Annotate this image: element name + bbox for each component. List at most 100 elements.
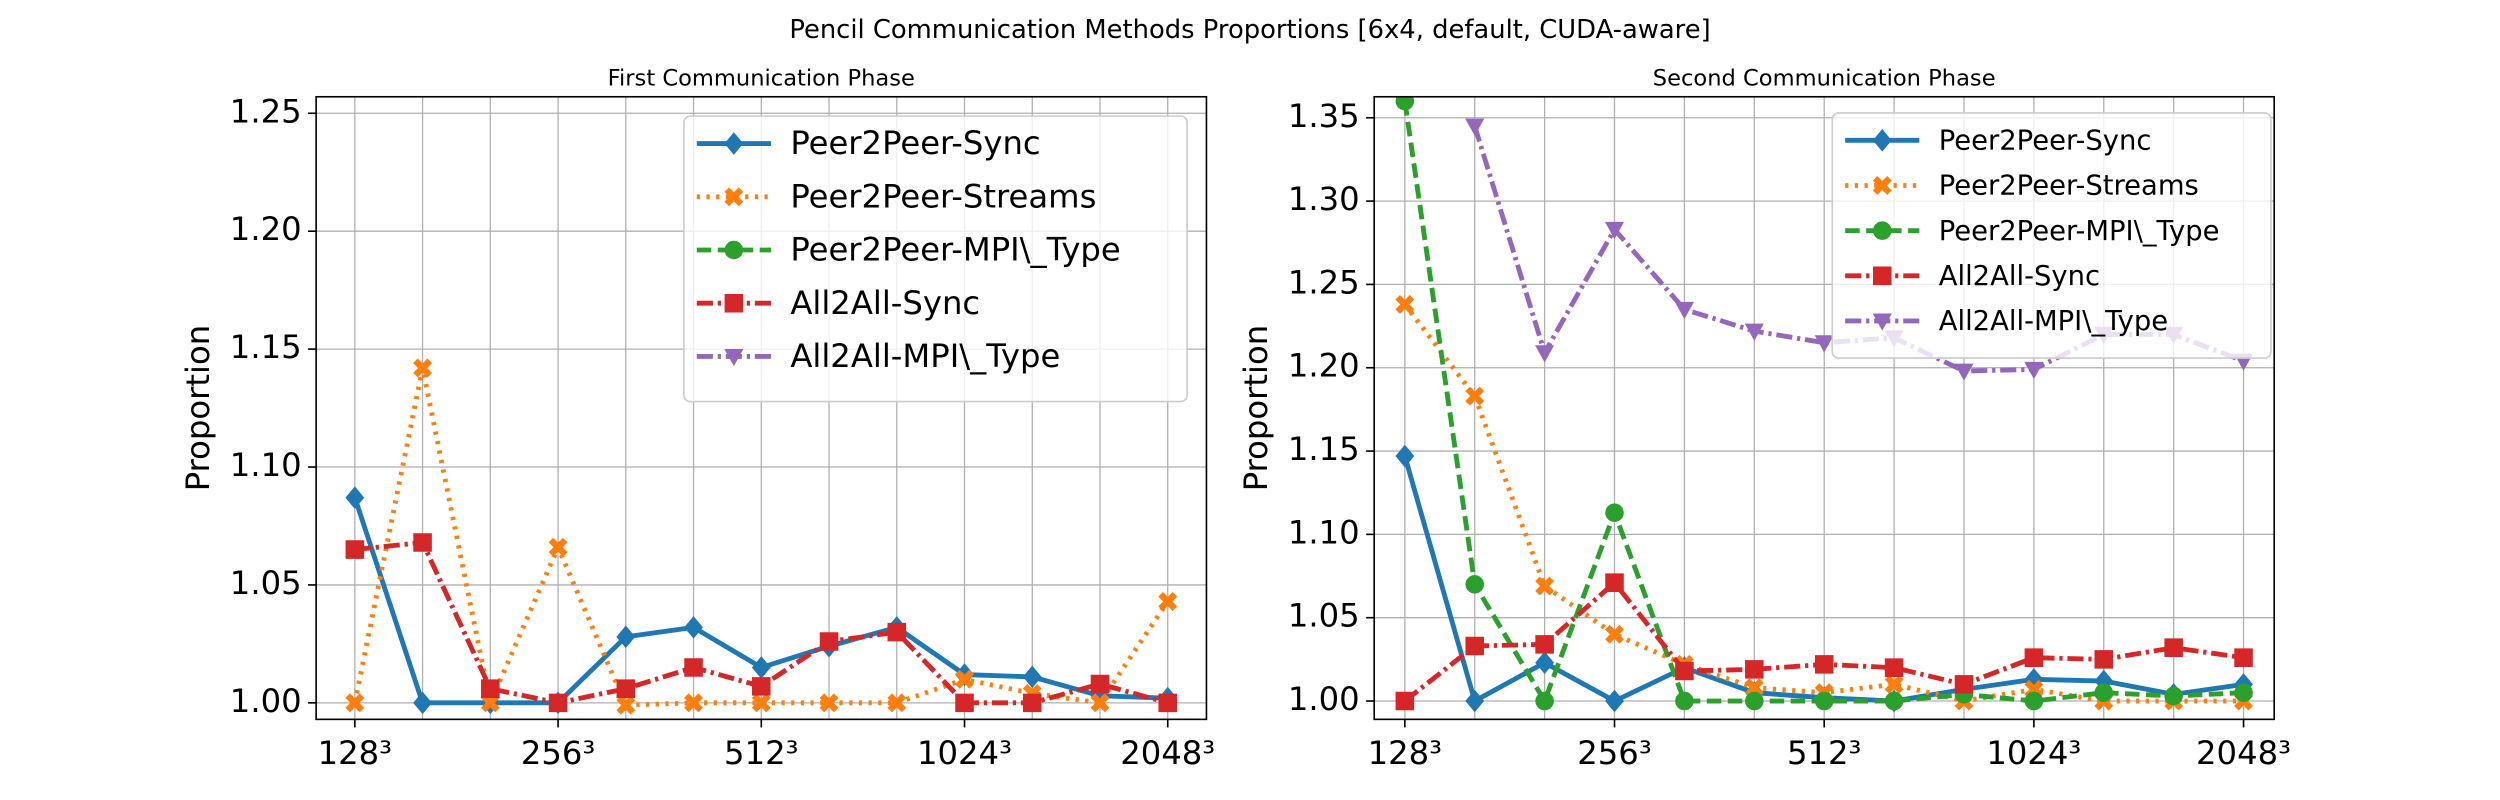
y-tick-label: 1.00 [230,682,302,720]
y-tick-label: 1.20 [230,210,302,248]
x-tick-label: 256³ [1577,734,1651,772]
marker [1090,674,1110,694]
marker [345,693,365,713]
marker [616,695,636,715]
marker [1395,294,1415,314]
marker [1022,665,1042,689]
figure-title: Pencil Communication Methods Proportions… [789,15,1710,45]
marker [1744,678,1764,698]
marker [1535,576,1555,596]
y-tick-label: 1.25 [230,92,302,130]
y-tick-label: 1.25 [1288,263,1360,301]
marker [413,533,432,552]
marker [2234,683,2253,702]
marker [1090,693,1110,713]
marker [724,132,744,155]
marker [1604,221,1625,240]
x-tick-label: 128³ [1368,734,1442,772]
marker [1535,651,1555,674]
x-tick-label: 256³ [521,734,595,772]
marker [1675,691,1694,711]
marker [1872,221,1892,240]
axes-frame [315,95,1208,721]
legend-label: Peer2Peer-Sync [790,124,1040,162]
marker [1744,323,1764,341]
y-tick-label: 1.35 [1288,97,1360,135]
marker [887,622,907,642]
marker [1395,691,1415,711]
marker [1954,675,1974,694]
legend-label: Peer2Peer-Sync [1939,125,2152,156]
marker [548,537,568,557]
legend-label: Peer2Peer-MPI\_Type [790,231,1120,269]
legend-label: Peer2Peer-MPI\_Type [1939,216,2220,247]
subplot-title: Second Communication Phase [1653,66,1996,92]
marker [2094,650,2114,669]
y-tick-label: 1.30 [1288,180,1360,218]
marker [1395,444,1415,468]
marker [2164,686,2183,706]
legend-label: All2All-MPI\_Type [1939,306,2168,337]
y-tick-label: 1.10 [1288,513,1360,551]
marker [1674,301,1694,320]
subplot: First Communication Phase Proportion 1.00 1… [179,66,1215,772]
marker [752,677,771,696]
marker [345,540,365,559]
marker [2024,691,2044,711]
axes-frame [1373,95,2275,721]
legend-label: Peer2Peer-Streams [790,177,1096,215]
marker [887,693,907,713]
marker [1605,689,1624,713]
marker [1465,386,1485,406]
marker [413,358,433,378]
marker [751,656,771,679]
x-tick-label: 512³ [724,734,798,772]
marker [1872,266,1892,286]
marker [1158,592,1178,611]
y-axis-label: Proportion [179,325,217,491]
y-tick-label: 1.05 [1288,597,1360,635]
legend: Peer2Peer-Sync Peer2Peer-Streams Peer2Peer… [683,115,1188,403]
marker [2164,638,2183,657]
marker [724,240,744,260]
y-tick-label: 1.05 [230,564,302,602]
marker [1535,345,1555,363]
marker [724,293,744,313]
marker [819,693,839,713]
marker [345,486,365,509]
marker [1605,624,1624,644]
marker [684,616,703,639]
marker [1884,674,1904,694]
y-tick-label: 1.20 [1288,347,1360,385]
marker [1814,655,1834,674]
marker [684,693,703,713]
legend-label: All2All-Sync [1939,261,2100,292]
marker [1022,693,1042,713]
subplot: Second Communication Phase Proportion 1.00… [1237,66,2291,772]
marker [1745,660,1764,679]
legend-box [1831,112,2272,359]
marker [1465,118,1485,136]
marker [481,679,500,698]
marker [1872,129,1892,152]
marker [751,693,771,713]
marker [1884,691,1904,711]
x-tick-label: 512³ [1787,734,1861,772]
marker [616,679,636,698]
marker [1872,313,1892,331]
legend: Peer2Peer-Sync Peer2Peer-Streams Peer2Peer… [1831,112,2272,359]
y-tick-label: 1.10 [230,446,302,484]
marker [1954,363,1974,381]
x-tick-label: 1024³ [1986,734,2081,772]
plot-area [345,358,1178,715]
marker [616,625,636,649]
marker [1395,96,1415,111]
marker [2024,361,2044,380]
marker [819,632,839,651]
marker [2234,648,2253,667]
marker [1605,573,1624,592]
marker [1675,661,1694,681]
marker [1535,691,1554,711]
marker [1535,635,1554,654]
marker [548,693,568,713]
